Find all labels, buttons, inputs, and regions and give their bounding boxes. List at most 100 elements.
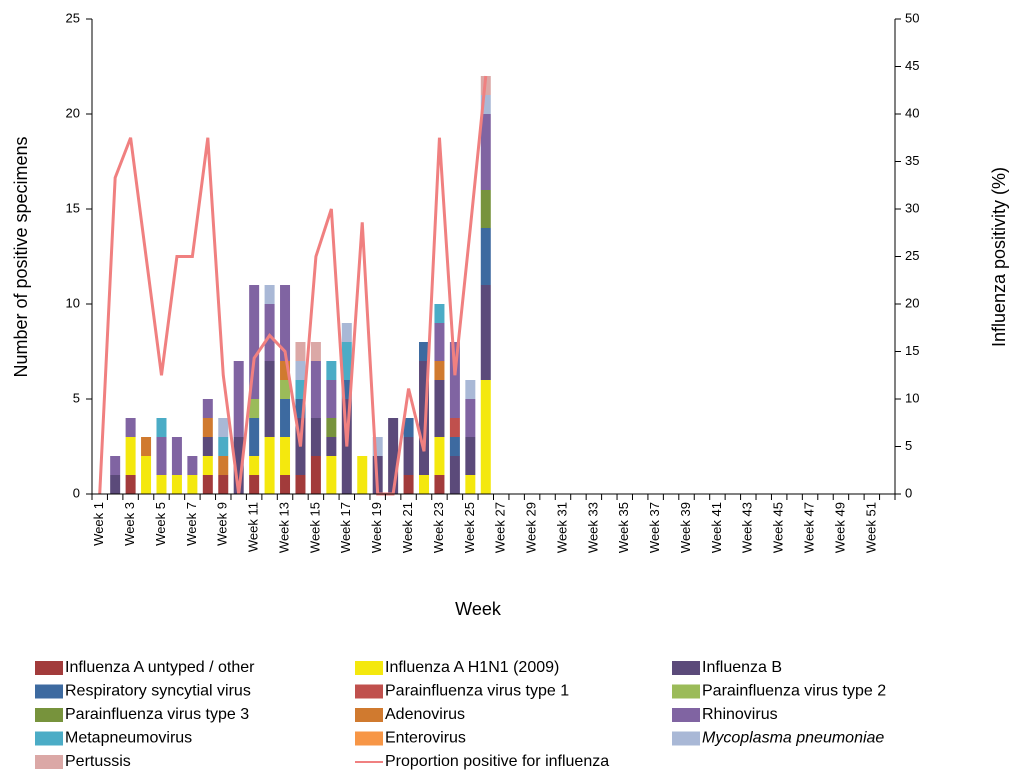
bar-segment — [264, 361, 275, 437]
x-tick-label: Week 5 — [153, 502, 168, 546]
bar-segment — [218, 437, 229, 456]
y-tick-label: 0 — [73, 485, 80, 500]
x-tick-label: Week 21 — [400, 502, 415, 553]
y2-tick-label: 0 — [905, 485, 912, 500]
x-tick-label: Week 29 — [524, 502, 539, 553]
legend-swatch — [672, 661, 700, 675]
x-tick-label: Week 27 — [493, 502, 508, 553]
bar-segment — [403, 475, 414, 494]
x-tick-label: Week 11 — [246, 502, 261, 552]
bar-segment — [326, 437, 337, 456]
bar-segment — [141, 437, 152, 456]
x-tick-label: Week 39 — [678, 502, 693, 553]
x-tick-label: Week 9 — [215, 502, 230, 546]
bar-segment — [434, 380, 445, 437]
x-tick-label: Week 51 — [863, 502, 878, 553]
x-tick-label: Week 7 — [184, 502, 199, 546]
bar-segment — [403, 437, 414, 475]
x-tick-label: Week 19 — [369, 502, 384, 553]
legend-label: Influenza A untyped / other — [65, 659, 255, 676]
bar-segment — [156, 437, 167, 475]
legend-item: Influenza A H1N1 (2009) — [355, 659, 559, 676]
legend-item: Influenza A untyped / other — [35, 659, 255, 676]
bar-segment — [419, 475, 430, 494]
y2-tick-label: 40 — [905, 105, 919, 120]
legend-label: Enterovirus — [385, 730, 466, 747]
y-tick-label: 5 — [73, 390, 80, 405]
legend-label: Parainfluenza virus type 2 — [702, 683, 886, 700]
bar-segment — [434, 475, 445, 494]
bar-segment — [249, 285, 260, 399]
bar-segment — [419, 361, 430, 475]
legend-item: Parainfluenza virus type 1 — [355, 683, 569, 700]
x-tick-label: Week 13 — [276, 502, 291, 553]
y2-tick-label: 45 — [905, 58, 919, 73]
bar-segment — [171, 475, 182, 494]
bar-segment — [280, 437, 291, 475]
x-tick-label: Week 25 — [462, 502, 477, 553]
bar-segment — [465, 399, 476, 437]
bar-segment — [310, 456, 321, 494]
bar-segment — [156, 418, 167, 437]
bar-segment — [449, 437, 460, 456]
legend-item: Parainfluenza virus type 2 — [672, 683, 886, 700]
bar-segment — [280, 380, 291, 399]
legend-item: Respiratory syncytial virus — [35, 683, 251, 700]
bar-segment — [480, 190, 491, 228]
bar-segment — [264, 285, 275, 304]
legend-item: Parainfluenza virus type 3 — [35, 706, 249, 723]
bar-segment — [280, 399, 291, 437]
bar-segment — [233, 361, 244, 437]
bar-segment — [218, 418, 229, 437]
legend-label: Respiratory syncytial virus — [65, 683, 251, 700]
bar-segment — [326, 361, 337, 380]
bar-segment — [249, 399, 260, 418]
bar-segment — [156, 475, 167, 494]
x-tick-label: Week 43 — [740, 502, 755, 553]
y2-tick-label: 20 — [905, 295, 919, 310]
bar-segment — [341, 342, 352, 380]
bar-segment — [449, 418, 460, 437]
legend-item: Rhinovirus — [672, 706, 778, 723]
bar-segment — [326, 456, 337, 494]
bar-segment — [202, 418, 213, 437]
bar-segment — [202, 475, 213, 494]
bar-segment — [480, 114, 491, 190]
legend-item: Pertussis — [35, 753, 131, 770]
bar-segment — [280, 361, 291, 380]
x-tick-label: Week 17 — [338, 502, 353, 553]
y2-axis-title: Influenza positivity (%) — [989, 167, 1009, 347]
bar-segment — [187, 456, 198, 475]
legend-swatch — [672, 684, 700, 699]
bar-segment — [295, 361, 306, 380]
x-tick-label: Week 15 — [307, 502, 322, 553]
bar-segment — [171, 437, 182, 475]
x-tick-label: Week 3 — [122, 502, 137, 546]
bar-segment — [295, 399, 306, 418]
bar-segment — [480, 228, 491, 285]
bar-segment — [465, 475, 476, 494]
legend-swatch — [35, 661, 63, 675]
legend-label: Influenza B — [702, 659, 782, 676]
x-tick-label: Week 41 — [709, 502, 724, 553]
bar-segment — [388, 418, 399, 494]
legend-label: Influenza A H1N1 (2009) — [385, 659, 559, 676]
bar-segment — [202, 399, 213, 418]
x-tick-label: Week 23 — [431, 502, 446, 553]
bar-segment — [449, 342, 460, 418]
y-tick-label: 10 — [66, 295, 80, 310]
legend-label: Mycoplasma pneumoniae — [702, 730, 884, 747]
x-tick-label: Week 33 — [585, 502, 600, 553]
bar-segment — [465, 437, 476, 475]
bar-segment — [295, 380, 306, 399]
x-tick-label: Week 49 — [832, 502, 847, 553]
bar-segment — [218, 456, 229, 475]
x-tick-label: Week 31 — [554, 502, 569, 553]
bar-segment — [434, 361, 445, 380]
bar-segment — [125, 418, 136, 437]
y-tick-label: 15 — [66, 200, 80, 215]
legend-label: Pertussis — [65, 753, 131, 770]
legend-label: Rhinovirus — [702, 706, 778, 723]
bar-segment — [434, 304, 445, 323]
